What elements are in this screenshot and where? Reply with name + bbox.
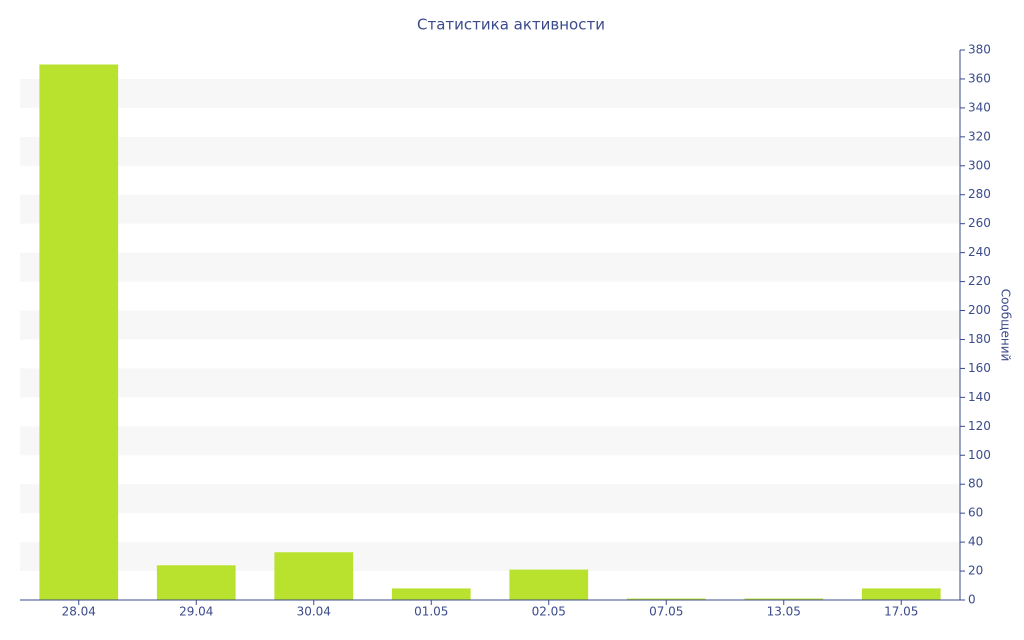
grid-band bbox=[20, 368, 960, 398]
grid-band bbox=[20, 426, 960, 456]
bar bbox=[626, 598, 706, 600]
y-tick-label: 320 bbox=[968, 129, 991, 143]
x-tick-label: 13.05 bbox=[767, 605, 801, 619]
y-tick-label: 240 bbox=[968, 245, 991, 259]
y-tick-label: 40 bbox=[968, 535, 983, 549]
bar bbox=[391, 588, 471, 600]
bar bbox=[861, 588, 941, 600]
y-tick-label: 200 bbox=[968, 303, 991, 317]
x-tick-label: 17.05 bbox=[884, 605, 918, 619]
bar bbox=[744, 598, 824, 600]
bar bbox=[39, 64, 119, 600]
grid-band bbox=[20, 78, 960, 108]
bar bbox=[274, 552, 354, 600]
y-tick-label: 180 bbox=[968, 332, 991, 346]
bar bbox=[156, 565, 236, 600]
chart-title: Статистика активности bbox=[417, 16, 605, 34]
y-tick-label: 220 bbox=[968, 274, 991, 288]
y-tick-label: 160 bbox=[968, 361, 991, 375]
grid-band bbox=[20, 484, 960, 514]
y-tick-label: 0 bbox=[968, 593, 976, 607]
y-tick-label: 380 bbox=[968, 43, 991, 57]
y-tick-label: 100 bbox=[968, 448, 991, 462]
y-tick-label: 280 bbox=[968, 187, 991, 201]
x-tick-label: 07.05 bbox=[649, 605, 683, 619]
x-tick-label: 01.05 bbox=[414, 605, 448, 619]
bar bbox=[509, 569, 589, 600]
y-tick-label: 340 bbox=[968, 100, 991, 114]
grid-band bbox=[20, 252, 960, 282]
y-tick-label: 20 bbox=[968, 564, 983, 578]
y-tick-label: 120 bbox=[968, 419, 991, 433]
y-tick-label: 80 bbox=[968, 477, 983, 491]
x-tick-label: 29.04 bbox=[179, 605, 213, 619]
y-tick-label: 60 bbox=[968, 506, 983, 520]
x-tick-label: 30.04 bbox=[297, 605, 331, 619]
grid-band bbox=[20, 194, 960, 224]
x-tick-label: 28.04 bbox=[62, 605, 96, 619]
y-axis-label: Сообщений bbox=[999, 289, 1013, 362]
y-tick-label: 140 bbox=[968, 390, 991, 404]
y-tick-label: 360 bbox=[968, 71, 991, 85]
grid-band bbox=[20, 310, 960, 340]
y-tick-label: 260 bbox=[968, 216, 991, 230]
y-tick-label: 300 bbox=[968, 158, 991, 172]
grid-band bbox=[20, 136, 960, 166]
x-tick-label: 02.05 bbox=[532, 605, 566, 619]
